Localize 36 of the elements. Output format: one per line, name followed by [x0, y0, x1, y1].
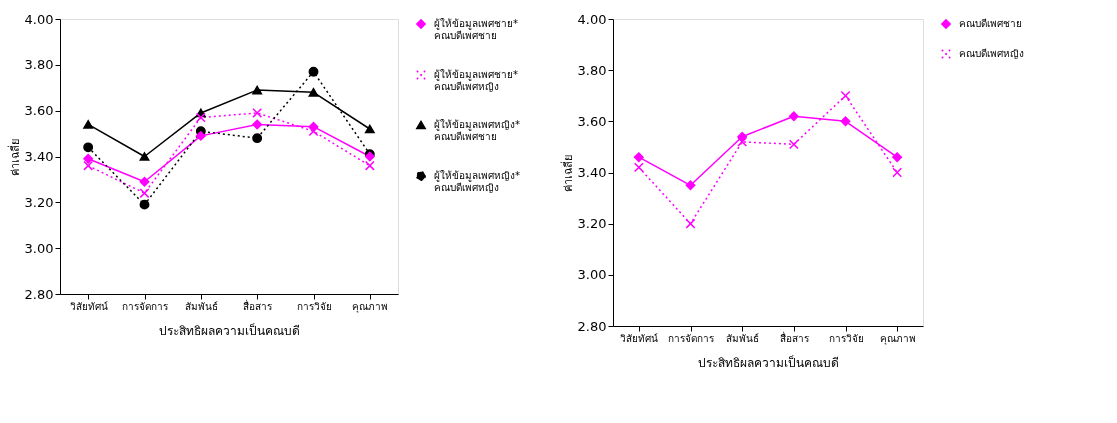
- x-tick-label: การวิจัย: [828, 332, 864, 344]
- x-axis-title: ประสิทธิผลความเป็นคณบดี: [698, 354, 839, 370]
- y-axis-title: ค่าเฉลี่ย: [6, 138, 22, 176]
- x-tick-label: การจัดการ: [668, 332, 715, 344]
- y-tick-label: 4.00: [24, 11, 54, 27]
- legend-label: คณบดีเพศชาย: [959, 18, 1022, 29]
- y-tick-label: 3.40: [577, 165, 607, 180]
- x-tick-label: การวิจัย: [296, 300, 332, 312]
- x-tick-label: สัมพันธ์: [184, 300, 218, 312]
- legend-label: คณบดีเพศหญิง: [959, 48, 1024, 59]
- y-tick-label: 3.60: [577, 113, 607, 129]
- y-tick-label: 4.00: [577, 11, 607, 27]
- y-tick-label: 3.80: [24, 57, 54, 73]
- x-tick-label: วิสัยทัศน์: [620, 332, 659, 344]
- x-tick-label: คุณภาพ: [352, 300, 389, 313]
- y-tick-label: 3.00: [577, 267, 607, 283]
- x-tick-label: วิสัยทัศน์: [69, 300, 108, 312]
- legend-label: ผู้ให้ข้อมูลเพศหญิง* คณบดีเพศชาย: [434, 119, 520, 142]
- y-tick-label: 3.00: [24, 240, 54, 256]
- y-tick-label: 2.80: [577, 318, 607, 334]
- y-axis-title: ค่าเฉลี่ย: [559, 154, 575, 192]
- x-tick-label: การจัดการ: [122, 300, 169, 312]
- y-tick-label: 3.20: [24, 194, 54, 210]
- x-axis-title: ประสิทธิผลความเป็นคณบดี: [159, 322, 300, 338]
- y-tick-label: 2.80: [24, 286, 54, 302]
- y-tick-label: 3.80: [577, 62, 607, 78]
- x-tick-label: สื่อสาร: [243, 298, 274, 312]
- y-tick-label: 3.60: [24, 103, 54, 119]
- y-tick-label: 3.20: [577, 216, 607, 232]
- legend-label: ผู้ให้ข้อมูลเพศชาย* คณบดีเพศชาย: [434, 18, 518, 41]
- x-tick-label: สื่อสาร: [779, 330, 810, 344]
- x-tick-label: คุณภาพ: [879, 332, 916, 345]
- y-tick-label: 3.40: [24, 149, 54, 164]
- legend-label: ผู้ให้ข้อมูลเพศชาย* คณบดีเพศหญิง: [434, 69, 518, 92]
- x-tick-label: สัมพันธ์: [726, 332, 760, 344]
- legend-label: ผู้ให้ข้อมูลเพศหญิง* คณบดีเพศหญิง: [434, 170, 520, 193]
